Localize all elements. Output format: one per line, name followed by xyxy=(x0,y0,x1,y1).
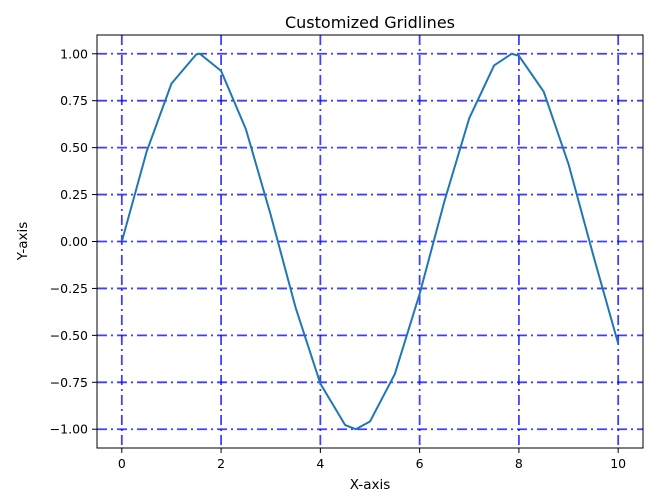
y-tick-label: −0.25 xyxy=(50,281,88,296)
series-layer xyxy=(120,52,620,431)
x-tick-label: 4 xyxy=(316,456,324,471)
x-tick-label: 10 xyxy=(610,456,626,471)
x-tick-label: 8 xyxy=(515,456,523,471)
x-axis-label: X-axis xyxy=(350,477,391,493)
y-tick-label: 1.00 xyxy=(60,46,88,61)
y-tick-label: 0.00 xyxy=(60,234,88,249)
chart-title: Customized Gridlines xyxy=(285,13,455,32)
y-tick-label: 0.75 xyxy=(60,93,88,108)
y-axis-label: Y-axis xyxy=(15,222,31,262)
y-tick-label: −1.00 xyxy=(50,422,88,437)
tick-layer: 0 2 4 6 8 10 1.00 0.75 0.50 0.25 0.00 −0.25 −0.50 −0.… xyxy=(50,46,626,471)
y-tick-label: 0.50 xyxy=(60,140,88,155)
series-line xyxy=(120,52,620,431)
y-tick-label: −0.75 xyxy=(50,375,88,390)
grid-layer xyxy=(97,35,643,448)
y-tick-label: −0.50 xyxy=(50,328,88,343)
x-tick-label: 2 xyxy=(217,456,225,471)
y-tick-label: 0.25 xyxy=(60,187,88,202)
x-tick-label: 6 xyxy=(416,456,424,471)
x-tick-label: 0 xyxy=(118,456,126,471)
